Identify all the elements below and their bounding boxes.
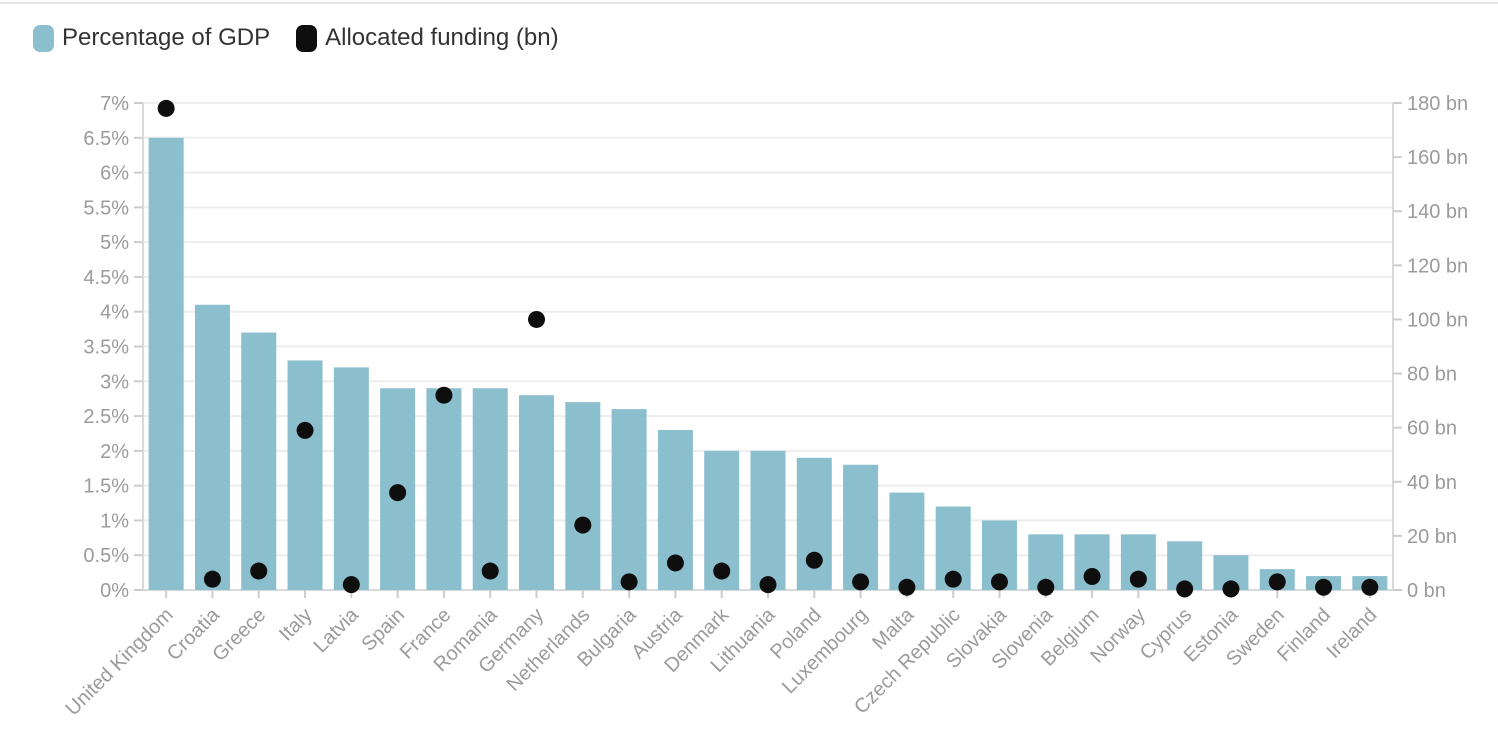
legend-label-allocated-funding: Allocated funding (bn) bbox=[325, 24, 559, 51]
dot-germany[interactable] bbox=[528, 310, 546, 328]
dot-series-swatch-icon bbox=[296, 24, 318, 52]
bar-greece[interactable] bbox=[241, 332, 277, 590]
dot-malta[interactable] bbox=[898, 578, 916, 596]
right-axis-label: 60 bn bbox=[1407, 418, 1457, 440]
dot-luxembourg[interactable] bbox=[852, 573, 870, 591]
dot-italy[interactable] bbox=[296, 421, 314, 439]
dot-slovenia[interactable] bbox=[1037, 578, 1055, 596]
bar-italy[interactable] bbox=[287, 360, 323, 590]
right-axis-label: 0 bn bbox=[1407, 580, 1446, 602]
bar-series-swatch-icon bbox=[33, 24, 54, 52]
dot-belgium[interactable] bbox=[1083, 567, 1101, 585]
dot-estonia[interactable] bbox=[1222, 580, 1240, 598]
bar-poland[interactable] bbox=[796, 457, 832, 590]
right-axis-label: 180 bn bbox=[1407, 93, 1468, 115]
left-axis-label: 6.5% bbox=[83, 128, 129, 150]
right-axis-label: 40 bn bbox=[1407, 472, 1457, 494]
left-axis-label: 4% bbox=[100, 302, 129, 324]
dot-cyprus[interactable] bbox=[1176, 580, 1194, 598]
x-axis-label-latvia: Latvia bbox=[310, 603, 364, 657]
left-axis-label: 3% bbox=[100, 371, 129, 393]
bar-germany[interactable] bbox=[519, 395, 555, 590]
dot-france[interactable] bbox=[435, 386, 453, 404]
chart-legend: Percentage of GDP Allocated funding (bn) bbox=[33, 24, 559, 52]
right-axis-label: 140 bn bbox=[1407, 201, 1468, 223]
dot-croatia[interactable] bbox=[203, 570, 221, 588]
dot-czech-republic[interactable] bbox=[944, 570, 962, 588]
left-axis-label: 6% bbox=[100, 163, 129, 185]
left-axis-label: 0.5% bbox=[83, 545, 129, 567]
dot-denmark[interactable] bbox=[713, 562, 731, 580]
right-axis-label: 100 bn bbox=[1407, 309, 1468, 331]
dot-netherlands[interactable] bbox=[574, 516, 592, 534]
right-axis-label: 80 bn bbox=[1407, 364, 1457, 386]
bar-croatia[interactable] bbox=[194, 304, 230, 590]
right-axis-label: 160 bn bbox=[1407, 147, 1468, 169]
right-axis-label: 20 bn bbox=[1407, 526, 1457, 548]
left-axis-label: 2% bbox=[100, 441, 129, 463]
dot-united-kingdom[interactable] bbox=[157, 99, 175, 117]
left-axis-label: 1.5% bbox=[83, 476, 129, 498]
dot-latvia[interactable] bbox=[342, 576, 360, 594]
dot-sweden[interactable] bbox=[1268, 573, 1286, 591]
left-axis-label: 5% bbox=[100, 232, 129, 254]
left-axis-label: 3.5% bbox=[83, 337, 129, 359]
bar-united-kingdom[interactable] bbox=[148, 137, 184, 591]
dot-romania[interactable] bbox=[481, 562, 499, 580]
dot-ireland[interactable] bbox=[1361, 578, 1379, 596]
dot-bulgaria[interactable] bbox=[620, 573, 638, 591]
bar-france[interactable] bbox=[426, 388, 462, 590]
x-axis-label-ireland: Ireland bbox=[1323, 604, 1382, 663]
dot-norway[interactable] bbox=[1129, 570, 1147, 588]
left-axis-label: 5.5% bbox=[83, 197, 129, 219]
legend-label-percentage-of-gdp: Percentage of GDP bbox=[62, 24, 271, 51]
right-axis-label: 120 bn bbox=[1407, 255, 1468, 277]
dot-spain[interactable] bbox=[389, 484, 407, 502]
top-divider bbox=[0, 2, 1498, 4]
left-axis-label: 0% bbox=[100, 580, 129, 602]
left-axis-label: 2.5% bbox=[83, 406, 129, 428]
legend-item-percentage-of-gdp[interactable]: Percentage of GDP bbox=[33, 24, 270, 52]
bar-latvia[interactable] bbox=[333, 367, 369, 590]
dot-lithuania[interactable] bbox=[759, 576, 777, 594]
left-axis-label: 1% bbox=[100, 510, 129, 532]
legend-item-allocated-funding[interactable]: Allocated funding (bn) bbox=[296, 24, 559, 52]
bar-netherlands[interactable] bbox=[565, 402, 601, 590]
x-axis-label-united-kingdom: United Kingdom bbox=[61, 604, 177, 720]
left-axis-label: 4.5% bbox=[83, 267, 129, 289]
dot-poland[interactable] bbox=[805, 551, 823, 569]
x-axis-label-italy: Italy bbox=[275, 604, 316, 645]
dot-slovakia[interactable] bbox=[990, 573, 1008, 591]
dot-greece[interactable] bbox=[250, 562, 268, 580]
bar-luxembourg[interactable] bbox=[843, 464, 879, 590]
bar-malta[interactable] bbox=[889, 492, 925, 590]
bar-lithuania[interactable] bbox=[750, 450, 786, 590]
bar-bulgaria[interactable] bbox=[611, 409, 647, 590]
left-axis-label: 7% bbox=[100, 93, 129, 115]
dot-finland[interactable] bbox=[1315, 578, 1333, 596]
dot-austria[interactable] bbox=[666, 554, 684, 572]
bar-romania[interactable] bbox=[472, 388, 508, 590]
